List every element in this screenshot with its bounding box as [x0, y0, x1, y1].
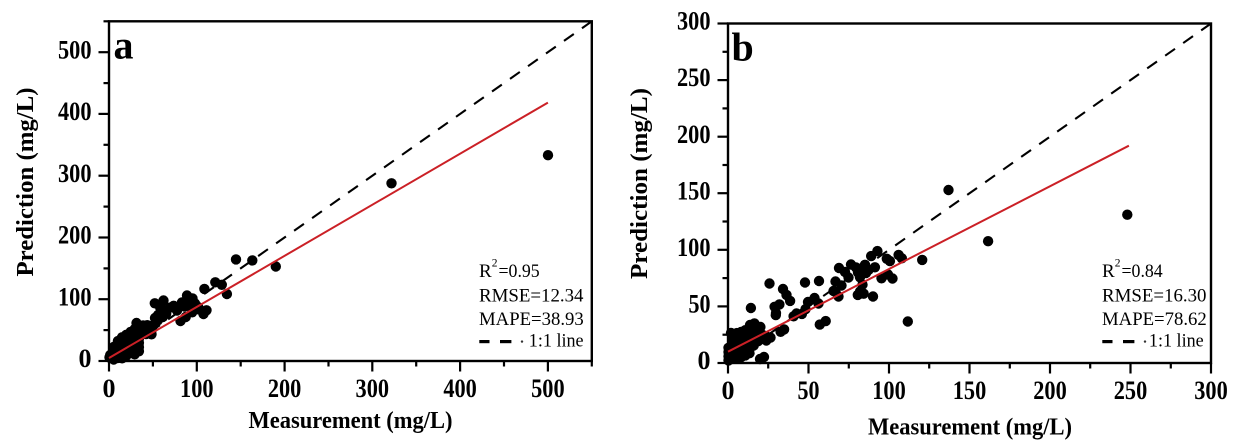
svg-text:=0.95: =0.95	[499, 261, 540, 282]
svg-text:250: 250	[1114, 376, 1148, 405]
svg-text:R: R	[1102, 261, 1115, 282]
svg-text:150: 150	[953, 376, 987, 405]
svg-text:400: 400	[443, 374, 477, 403]
svg-text:0: 0	[103, 374, 116, 403]
svg-text:0: 0	[722, 376, 735, 405]
svg-text:0: 0	[79, 344, 92, 373]
svg-text:R: R	[479, 261, 492, 282]
svg-text:1:1 line: 1:1 line	[529, 331, 584, 352]
svg-text:150: 150	[677, 176, 711, 205]
svg-text:2: 2	[1115, 258, 1121, 270]
svg-text:a: a	[114, 23, 134, 68]
svg-text:Prediction (mg/L): Prediction (mg/L)	[12, 87, 39, 276]
svg-text:200: 200	[58, 221, 92, 250]
svg-text:Prediction (mg/L): Prediction (mg/L)	[626, 88, 653, 279]
svg-text:300: 300	[356, 374, 390, 403]
svg-text:200: 200	[268, 374, 302, 403]
svg-text:1:1 line: 1:1 line	[1149, 331, 1204, 352]
svg-text:b: b	[732, 25, 754, 70]
svg-text:RMSE=12.34: RMSE=12.34	[479, 285, 584, 306]
svg-text:100: 100	[180, 374, 214, 403]
svg-text:0: 0	[698, 346, 711, 375]
svg-text:100: 100	[58, 282, 92, 311]
svg-text:100: 100	[677, 233, 711, 262]
svg-text:MAPE=38.93: MAPE=38.93	[479, 309, 584, 330]
svg-text:300: 300	[58, 159, 92, 188]
svg-text:200: 200	[1033, 376, 1067, 405]
svg-text:50: 50	[689, 290, 711, 319]
svg-text:100: 100	[872, 376, 906, 405]
svg-text:=0.84: =0.84	[1122, 261, 1164, 282]
svg-text:300: 300	[1194, 376, 1228, 405]
svg-text:400: 400	[58, 97, 92, 126]
svg-text:250: 250	[677, 63, 711, 92]
svg-text:50: 50	[798, 376, 820, 405]
svg-text:Measurement (mg/L): Measurement (mg/L)	[868, 414, 1072, 441]
svg-text:MAPE=78.62: MAPE=78.62	[1102, 309, 1207, 330]
svg-text:500: 500	[531, 374, 565, 403]
svg-text:500: 500	[58, 35, 92, 64]
svg-text:200: 200	[677, 120, 711, 149]
svg-text:2: 2	[492, 258, 498, 270]
svg-text:Measurement (mg/L): Measurement (mg/L)	[249, 407, 453, 434]
svg-text:300: 300	[677, 7, 711, 36]
svg-text:RMSE=16.30: RMSE=16.30	[1102, 285, 1207, 306]
